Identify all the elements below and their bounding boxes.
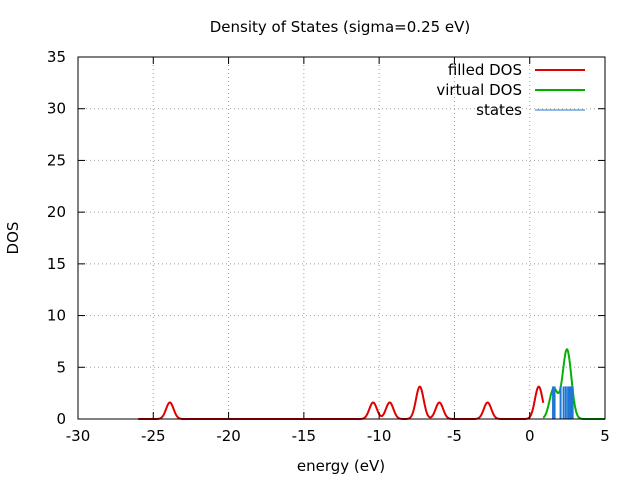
series-layer xyxy=(138,348,605,420)
series-filled-dos-line xyxy=(138,385,545,420)
legend-label-virtual-dos: virtual DOS xyxy=(436,81,522,99)
y-tick-label: 15 xyxy=(47,255,66,273)
y-tick-label: 35 xyxy=(47,48,66,66)
x-tick-label: 5 xyxy=(600,427,610,445)
legend-label-states: states xyxy=(476,101,522,119)
grid-lines xyxy=(78,57,605,419)
y-tick-label: 0 xyxy=(56,410,66,428)
legend-label-filled-dos: filled DOS xyxy=(448,61,522,79)
y-axis-label: DOS xyxy=(4,222,22,255)
x-tick-label: -10 xyxy=(367,427,392,445)
y-tick-label: 25 xyxy=(47,151,66,169)
y-tick-label: 20 xyxy=(47,203,66,221)
x-tick-label: 0 xyxy=(525,427,535,445)
x-axis-label: energy (eV) xyxy=(297,457,385,475)
y-tick-label: 30 xyxy=(47,100,66,118)
x-tick-label: -15 xyxy=(292,427,317,445)
axis-ticks: -30 -25 -20 -15 -10 -5 0 5 0 5 10 15 20 25 30 35 xyxy=(47,48,610,445)
legend: filled DOS virtual DOS states xyxy=(436,61,585,119)
plot-border xyxy=(77,56,606,420)
x-tick-label: -5 xyxy=(447,427,462,445)
x-tick-label: -20 xyxy=(216,427,241,445)
x-tick-label: -30 xyxy=(66,427,91,445)
x-tick-label: -25 xyxy=(141,427,166,445)
y-tick-label: 5 xyxy=(56,358,66,376)
chart-title: Density of States (sigma=0.25 eV) xyxy=(210,18,471,36)
y-tick-label: 10 xyxy=(47,307,66,325)
